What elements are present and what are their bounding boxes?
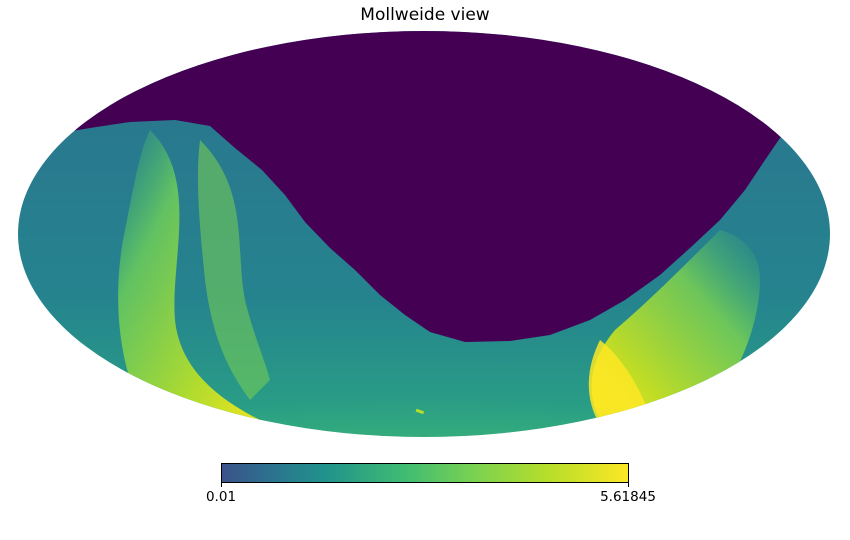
colorbar [221,463,629,483]
colorbar-max-tick [628,483,629,487]
plot-title: Mollweide view [360,5,490,25]
colorbar-gradient [222,464,628,482]
colorbar-min-tick [221,483,222,487]
masked-region [18,31,830,342]
colorbar-max-label: 5.61845 [600,489,656,505]
colorbar-min-label: 0.01 [205,489,237,505]
